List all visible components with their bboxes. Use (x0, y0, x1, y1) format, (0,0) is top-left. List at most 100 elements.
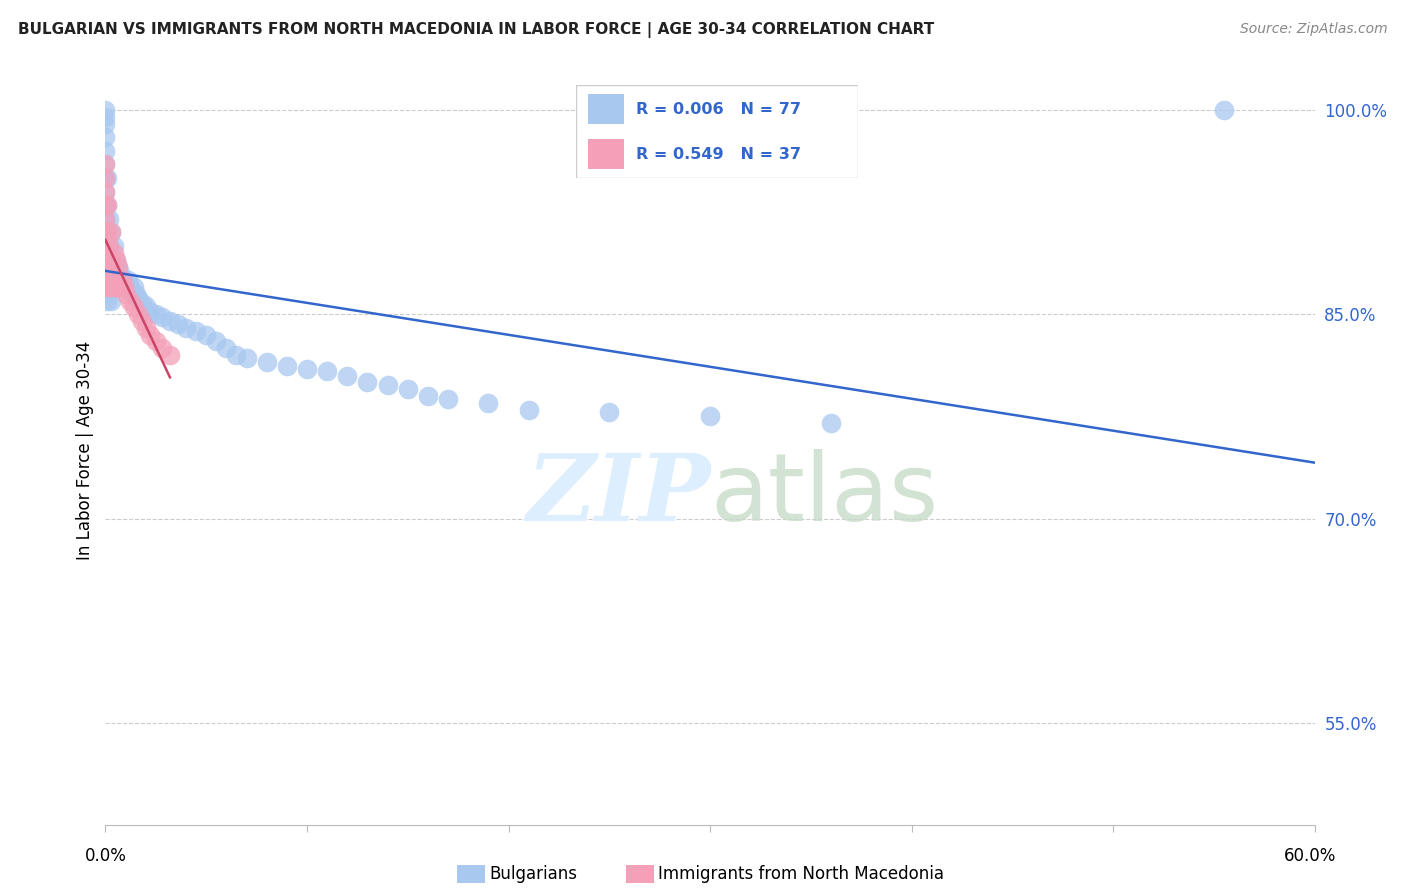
Point (114, 286, 136, 301)
Point (135, 321, 157, 335)
Point (122, 280, 145, 294)
Point (94, 157, 117, 171)
Point (96, 226, 118, 240)
Point (104, 252, 127, 267)
Point (94, 280, 117, 294)
Point (235, 351, 257, 365)
Point (215, 341, 238, 355)
Point (98, 280, 121, 294)
Point (377, 378, 399, 392)
Point (356, 376, 378, 390)
Point (110, 273, 132, 287)
Point (94, 280, 117, 294)
Point (150, 341, 173, 355)
Point (94, 226, 117, 240)
Point (820, 416, 842, 430)
Point (94, 239, 117, 253)
Point (477, 396, 499, 410)
Point (135, 299, 157, 313)
Point (96, 171, 118, 186)
Point (94, 171, 117, 186)
Bar (588, 95, 624, 124)
Point (94, 110, 117, 124)
Point (112, 273, 135, 287)
Text: Bulgarians: Bulgarians (489, 865, 578, 883)
Text: 0.0%: 0.0% (84, 847, 127, 865)
Point (107, 260, 129, 274)
Point (150, 310, 173, 324)
Point (110, 280, 132, 294)
Point (94, 157, 117, 171)
Point (94, 116, 117, 130)
Point (118, 280, 141, 294)
Point (96, 293, 118, 308)
Point (103, 246, 125, 260)
Point (94, 266, 117, 280)
Point (96, 260, 118, 274)
Point (127, 291, 149, 305)
Point (100, 266, 122, 280)
Point (98, 239, 121, 253)
Point (94, 286, 117, 301)
Bar (588, 139, 624, 169)
Point (96, 198, 118, 212)
Point (112, 280, 135, 294)
Point (96, 280, 118, 294)
Point (98, 211, 121, 226)
Point (316, 364, 339, 378)
Y-axis label: In Labor Force | Age 30-34: In Labor Force | Age 30-34 (76, 341, 94, 560)
Point (107, 260, 129, 274)
Point (195, 327, 218, 342)
Point (98, 280, 121, 294)
Point (416, 389, 439, 403)
Point (104, 280, 127, 294)
Point (103, 266, 125, 280)
Point (437, 392, 460, 406)
Point (94, 266, 117, 280)
Point (94, 103, 117, 117)
Text: Source: ZipAtlas.com: Source: ZipAtlas.com (1240, 22, 1388, 37)
Point (118, 293, 141, 308)
Point (117, 273, 139, 287)
Point (104, 252, 127, 267)
Point (100, 252, 122, 267)
Point (108, 266, 131, 280)
Point (104, 280, 127, 294)
Point (1213, 103, 1236, 117)
Point (159, 314, 181, 328)
Point (256, 355, 278, 369)
Point (94, 185, 117, 199)
Point (517, 402, 540, 417)
Text: R = 0.006   N = 77: R = 0.006 N = 77 (636, 102, 800, 117)
Point (103, 280, 125, 294)
Point (100, 226, 122, 240)
Point (145, 334, 167, 349)
Point (122, 301, 145, 315)
Point (107, 280, 129, 294)
Point (94, 144, 117, 158)
Point (100, 226, 122, 240)
Point (108, 280, 131, 294)
Text: BULGARIAN VS IMMIGRANTS FROM NORTH MACEDONIA IN LABOR FORCE | AGE 30-34 CORRELAT: BULGARIAN VS IMMIGRANTS FROM NORTH MACED… (18, 22, 935, 38)
Text: ZIP: ZIP (526, 450, 710, 541)
Point (699, 409, 721, 424)
Point (114, 280, 136, 294)
Point (295, 361, 318, 376)
Point (94, 198, 117, 212)
Point (174, 321, 197, 335)
Point (103, 239, 125, 253)
Point (186, 324, 208, 338)
Point (94, 273, 117, 287)
Point (336, 368, 359, 383)
Point (225, 348, 247, 362)
Point (98, 239, 121, 253)
Point (107, 280, 129, 294)
Point (167, 317, 190, 331)
Text: 60.0%: 60.0% (1284, 847, 1337, 865)
Point (94, 198, 117, 212)
Point (121, 286, 143, 301)
Point (127, 307, 149, 321)
Point (124, 286, 148, 301)
Point (94, 130, 117, 145)
Point (100, 293, 122, 308)
